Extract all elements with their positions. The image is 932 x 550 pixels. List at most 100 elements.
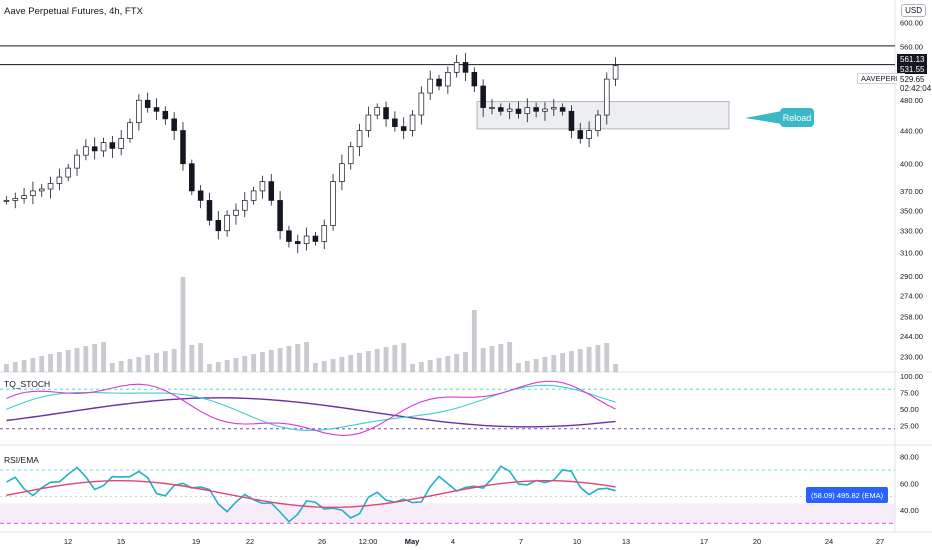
- volume-bar: [613, 364, 619, 372]
- candle-body: [12, 198, 19, 201]
- reload-callout[interactable]: Reload: [780, 108, 814, 127]
- candle-body: [321, 225, 328, 242]
- volume-bar: [251, 354, 257, 372]
- volume-bar: [74, 348, 80, 372]
- candle-body: [595, 114, 601, 131]
- candle-body: [171, 118, 177, 131]
- candle-body: [136, 99, 142, 124]
- volume-bar: [277, 348, 283, 372]
- candle-body: [206, 200, 213, 221]
- volume-bar: [524, 361, 530, 372]
- price-tick-label: 290.00: [900, 272, 923, 281]
- volume-bar: [507, 342, 513, 372]
- volume-bar: [48, 354, 53, 372]
- candle-body: [30, 190, 36, 196]
- volume-bar: [374, 349, 380, 372]
- volume-bar: [145, 355, 151, 372]
- volume-bar: [127, 359, 133, 372]
- candle-body: [180, 130, 186, 165]
- candle-body: [153, 107, 160, 112]
- candle-body: [312, 235, 319, 242]
- candle-body: [418, 92, 425, 116]
- candle-body: [330, 181, 336, 226]
- candle-body: [480, 85, 486, 108]
- candle-body: [91, 146, 98, 152]
- volume-bar: [312, 363, 318, 372]
- candle-body: [56, 176, 63, 184]
- volume-bar: [339, 357, 345, 372]
- candle-body: [242, 200, 248, 211]
- volume-bar: [410, 364, 415, 372]
- volume-bar: [207, 364, 212, 372]
- volume-bar: [454, 354, 460, 372]
- volume-bar: [383, 347, 389, 372]
- candle-body: [586, 130, 592, 139]
- volume-bar: [604, 343, 610, 372]
- rsi-tick-label: 60.00: [900, 479, 919, 488]
- candle-body: [65, 167, 71, 178]
- rsi-ema-line: [6, 480, 616, 509]
- volume-bar: [392, 345, 398, 372]
- stoch-k-line: [6, 380, 616, 437]
- price-tick-label: 600.00: [900, 18, 923, 27]
- time-tick-label: 15: [117, 537, 125, 546]
- candle-body: [533, 107, 539, 112]
- volume-bar: [560, 353, 566, 372]
- candle-body: [471, 71, 478, 87]
- candle-body: [109, 142, 116, 149]
- rsi-oversold-band: [0, 503, 895, 524]
- time-tick-label: 10: [573, 537, 581, 546]
- volume-bar: [401, 343, 407, 372]
- volume-bar: [224, 360, 230, 372]
- rsi-value-box: (58.09) 495.82 (EMA): [806, 487, 889, 503]
- volume-bar: [321, 361, 327, 372]
- volume-bar: [242, 356, 248, 372]
- candle-body: [356, 130, 363, 148]
- candle-body: [506, 108, 513, 112]
- currency-selector[interactable]: USD: [901, 4, 926, 17]
- candle-body: [74, 154, 80, 169]
- price-tick-label: 440.00: [900, 127, 923, 136]
- time-tick-label: 27: [876, 537, 884, 546]
- volume-bar: [189, 345, 195, 372]
- chart-title: Aave Perpetual Futures, 4h, FTX: [4, 6, 143, 17]
- candle-body: [233, 209, 239, 216]
- volume-bar: [463, 352, 468, 372]
- candle-body: [250, 190, 257, 201]
- volume-bar: [154, 353, 159, 372]
- reload-zone-box: [476, 101, 730, 130]
- stoch-tick-label: 25.00: [900, 422, 919, 431]
- candle-body: [498, 107, 504, 112]
- candle-body: [409, 114, 416, 131]
- candle-body: [462, 62, 469, 73]
- volume-bar: [569, 351, 574, 372]
- time-tick-label: 22: [246, 537, 254, 546]
- volume-bar: [489, 346, 495, 372]
- candle-body: [383, 107, 389, 120]
- volume-bar: [480, 348, 486, 372]
- volume-bar: [30, 358, 36, 372]
- volume-bar: [551, 355, 557, 372]
- candle-body: [268, 181, 275, 201]
- volume-bar: [21, 360, 27, 372]
- price-tick-label: 274.00: [900, 292, 923, 301]
- price-tick-label: 400.00: [900, 160, 923, 169]
- candle-body: [38, 188, 45, 192]
- candle-body: [515, 108, 522, 114]
- time-tick-label: 7: [519, 537, 523, 546]
- candle-body: [127, 122, 133, 139]
- volume-bar: [542, 357, 548, 372]
- time-tick-label: 12: [64, 537, 72, 546]
- time-tick-label: 13: [622, 537, 630, 546]
- candle-body: [559, 107, 566, 112]
- time-tick-label: 26: [318, 537, 326, 546]
- volume-bar: [427, 360, 433, 372]
- volume-bar: [586, 347, 592, 372]
- time-tick-label: May: [405, 537, 420, 546]
- candle-body: [162, 110, 169, 120]
- candle-body: [118, 138, 124, 149]
- candle-body: [294, 241, 301, 245]
- price-tick-label: 230.00: [900, 353, 923, 362]
- volume-bar: [516, 363, 521, 372]
